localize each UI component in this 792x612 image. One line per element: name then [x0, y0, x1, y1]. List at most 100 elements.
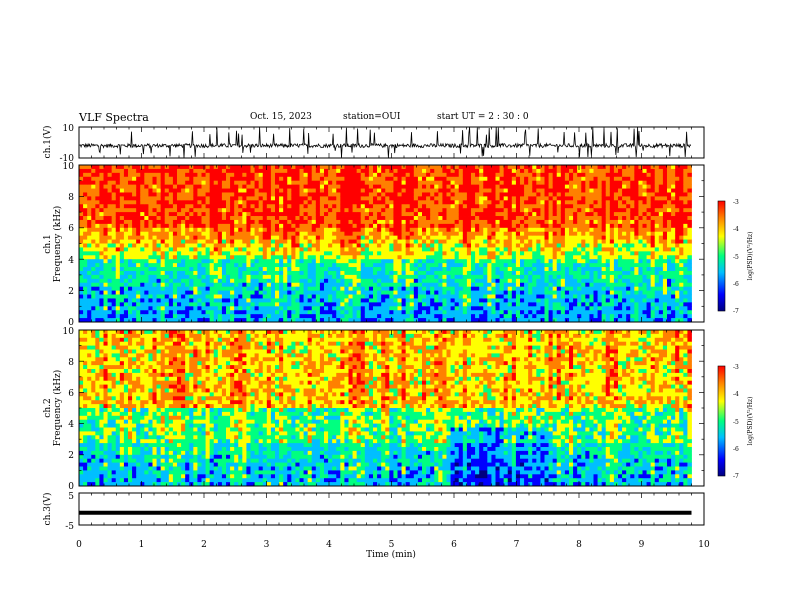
spectrogram-cell: [385, 286, 390, 292]
spectrogram-cell: [148, 208, 153, 213]
spectrogram-cell: [450, 286, 456, 292]
spectrogram-cell: [283, 165, 288, 170]
spectrogram-cell: [307, 223, 313, 229]
spectrogram-cell: [356, 310, 362, 315]
spectrogram-cell: [515, 298, 521, 303]
spectrogram-cell: [528, 306, 533, 311]
spectrogram-cell: [520, 216, 525, 221]
spectrogram-cell: [487, 219, 492, 225]
spectrogram-cell: [160, 196, 166, 201]
spectrogram-cell: [299, 212, 304, 217]
spectrogram-cell: [156, 267, 162, 272]
spectrogram-cell: [401, 247, 407, 252]
spectrogram-cell: [91, 196, 96, 201]
spectrogram-cell: [471, 282, 476, 288]
spectrogram-cell: [577, 310, 582, 315]
spectrogram-cell: [368, 259, 374, 264]
spectrogram-cell: [83, 239, 88, 244]
spectrogram-cell: [536, 282, 541, 288]
spectrogram-cell: [128, 302, 133, 307]
spectrogram-cell: [234, 188, 239, 193]
spectrogram-cell: [409, 165, 415, 170]
spectrogram-cell: [426, 251, 431, 256]
spectrogram-cell: [483, 282, 488, 288]
spectrogram-cell: [556, 172, 562, 178]
spectrogram-cell: [483, 251, 488, 256]
spectrogram-cell: [581, 247, 586, 252]
spectrogram-cell: [275, 298, 280, 303]
spectrogram-cell: [569, 294, 574, 299]
spectrogram-cell: [360, 239, 366, 244]
spectrogram-cell: [520, 259, 525, 264]
spectrogram-cell: [164, 306, 170, 311]
spectrogram-cell: [324, 223, 329, 229]
spectrogram-cell: [311, 263, 317, 268]
spectrogram-cell: [564, 196, 570, 201]
spectrogram-cell: [319, 255, 325, 260]
spectrogram-cell: [201, 172, 206, 178]
spectrogram-cell: [168, 184, 174, 189]
spectrogram-cell: [148, 318, 153, 323]
spectrogram-cell: [426, 219, 431, 225]
spectrogram-cell: [287, 212, 292, 217]
spectrogram-cell: [250, 247, 255, 252]
spectrogram-cell: [332, 223, 337, 229]
spectrogram-cell: [299, 176, 304, 182]
spectrogram-cell: [205, 212, 211, 217]
spectrogram-cell: [213, 282, 219, 288]
spectrogram-cell: [217, 267, 223, 272]
spectrogram-cell: [536, 278, 541, 284]
spectrogram-cell: [483, 294, 488, 299]
spectrogram-cell: [319, 223, 325, 229]
spectrogram-cell: [417, 184, 423, 189]
spectrogram-cell: [205, 251, 211, 256]
spectrogram-cell: [189, 251, 194, 256]
spectrogram-cell: [471, 255, 476, 260]
spectrogram-cell: [462, 302, 468, 307]
spectrogram-cell: [360, 204, 366, 209]
spectrogram-cell: [160, 314, 166, 319]
spectrogram-cell: [332, 216, 337, 221]
spectrogram-cell: [373, 243, 378, 248]
spectrogram-cell: [103, 168, 108, 174]
spectrogram-cell: [156, 251, 162, 256]
spectrogram-cell: [111, 208, 117, 213]
spectrogram-cell: [528, 247, 533, 252]
spectrogram-cell: [356, 172, 362, 178]
spectrogram-cell: [495, 243, 500, 248]
spectrogram-cell: [552, 192, 558, 197]
spectrogram-cell: [569, 165, 574, 170]
spectrogram-cell: [115, 208, 121, 213]
spectrogram-cell: [405, 212, 411, 217]
spectrogram-cell: [438, 239, 443, 244]
spectrogram-cell: [585, 247, 590, 252]
spectrogram-cell: [491, 200, 496, 205]
spectrogram-cell: [295, 196, 300, 201]
spectrogram-cell: [238, 168, 243, 174]
spectrogram-cell: [283, 188, 288, 193]
spectrogram-cell: [189, 223, 194, 229]
spectrogram-cell: [299, 290, 304, 295]
spectrogram-cell: [483, 227, 488, 233]
spectrogram-cell: [287, 314, 292, 319]
spectrogram-cell: [189, 192, 194, 197]
spectrogram-cell: [168, 294, 174, 299]
spectrogram-cell: [136, 172, 141, 178]
spectrogram-cell: [422, 298, 427, 303]
spectrogram-cell: [238, 204, 243, 209]
spectrogram-cell: [393, 267, 398, 272]
spectrogram-cell: [209, 282, 215, 288]
spectrogram-cell: [381, 318, 386, 323]
spectrogram-cell: [487, 176, 492, 182]
spectrogram-cell: [275, 310, 280, 315]
spectrogram-cell: [262, 165, 268, 170]
spectrogram-cell: [283, 247, 288, 252]
spectrogram-cell: [111, 298, 117, 303]
spectrogram-cell: [413, 165, 419, 170]
spectrogram-cell: [254, 318, 260, 323]
spectrogram-cell: [291, 290, 296, 295]
spectrogram-cell: [442, 255, 447, 260]
spectrogram-cell: [483, 286, 488, 292]
spectrogram-cell: [401, 172, 407, 178]
spectrogram-cell: [262, 267, 268, 272]
